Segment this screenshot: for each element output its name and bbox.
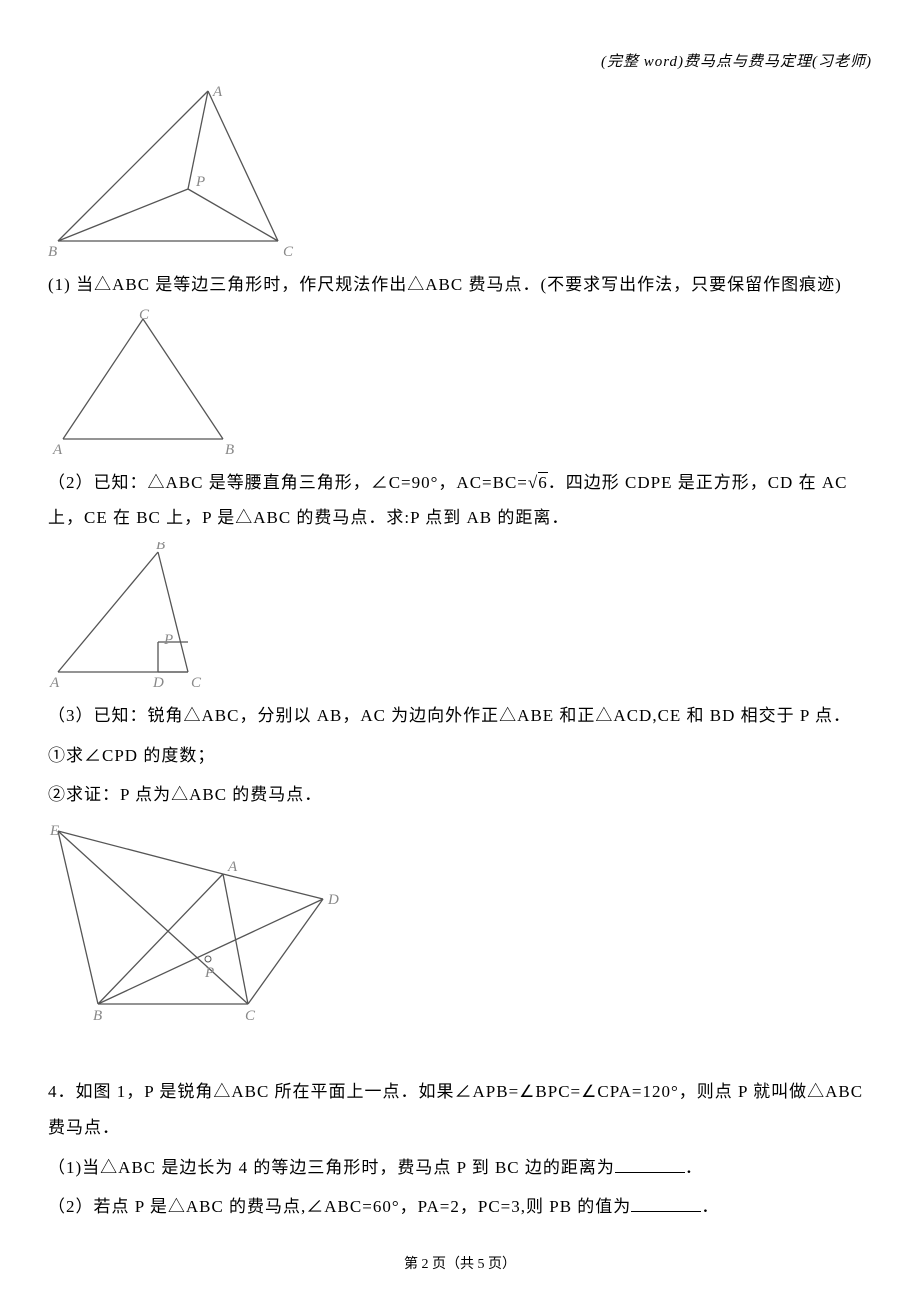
sqrt-value: 6: [538, 472, 548, 492]
spacer: [48, 1030, 872, 1070]
problem-3-line1: （3）已知：锐角△ABC，分别以 AB，AC 为边向外作正△ABE 和正△ACD…: [48, 698, 872, 734]
problem-4-line1: 4．如图 1，P 是锐角△ABC 所在平面上一点．如果∠APB=∠BPC=∠CP…: [48, 1074, 872, 1145]
blank-1: [615, 1155, 685, 1173]
problem-3-line3: ②求证：P 点为△ABC 的费马点．: [48, 777, 872, 813]
svg-text:C: C: [139, 309, 150, 323]
svg-text:A: A: [212, 84, 223, 100]
p4-l2-prefix: （1)当△ABC 是边长为 4 的等边三角形时，费马点 P 到 BC 边的距离为: [48, 1158, 615, 1177]
problem-4-line2: （1)当△ABC 是边长为 4 的等边三角形时，费马点 P 到 BC 边的距离为…: [48, 1150, 872, 1186]
svg-text:B: B: [48, 244, 57, 260]
svg-text:A: A: [49, 675, 60, 691]
figure-1: A B C P: [48, 81, 872, 261]
p4-l3-suffix: ．: [701, 1197, 719, 1216]
svg-text:A: A: [227, 859, 238, 875]
svg-text:B: B: [93, 1008, 102, 1024]
sqrt-symbol: √: [528, 473, 538, 492]
page-container: (完整 word)费马点与费马定理(习老师) A B C P (1) 当△ABC 是等…: [0, 0, 920, 1303]
svg-text:P: P: [204, 965, 214, 981]
svg-text:C: C: [191, 675, 202, 691]
svg-text:D: D: [152, 675, 164, 691]
figure-4-svg: E A D B C P: [48, 819, 348, 1024]
svg-text:P: P: [195, 174, 205, 190]
problem-3-line2: ①求∠CPD 的度数；: [48, 738, 872, 774]
svg-text:C: C: [283, 244, 294, 260]
p2-prefix: （2）已知：△ABC 是等腰直角三角形，∠C=90°，AC=BC=: [48, 473, 528, 492]
svg-text:B: B: [156, 542, 165, 553]
svg-text:B: B: [225, 442, 234, 458]
sqrt-expression: √6: [528, 465, 548, 501]
problem-2-text: （2）已知：△ABC 是等腰直角三角形，∠C=90°，AC=BC=√6．四边形 …: [48, 465, 872, 536]
svg-text:E: E: [49, 823, 59, 839]
problem-4-line3: （2）若点 P 是△ABC 的费马点,∠ABC=60°，PA=2，PC=3,则 …: [48, 1189, 872, 1225]
blank-2: [631, 1194, 701, 1212]
figure-3-svg: A B C D P: [48, 542, 208, 692]
p4-l2-suffix: ．: [685, 1158, 703, 1177]
figure-2: C A B: [48, 309, 872, 459]
page-header: (完整 word)费马点与费马定理(习老师): [48, 50, 872, 71]
figure-2-svg: C A B: [48, 309, 248, 459]
svg-text:A: A: [52, 442, 63, 458]
figure-3: A B C D P: [48, 542, 872, 692]
page-footer: 第 2 页（共 5 页）: [48, 1253, 872, 1273]
svg-text:P: P: [163, 632, 173, 648]
svg-text:C: C: [245, 1008, 256, 1024]
svg-text:D: D: [327, 892, 339, 908]
figure-4: E A D B C P: [48, 819, 872, 1024]
problem-1-text: (1) 当△ABC 是等边三角形时，作尺规法作出△ABC 费马点．(不要求写出作…: [48, 267, 872, 303]
figure-1-svg: A B C P: [48, 81, 298, 261]
p4-l3-prefix: （2）若点 P 是△ABC 的费马点,∠ABC=60°，PA=2，PC=3,则 …: [48, 1197, 631, 1216]
